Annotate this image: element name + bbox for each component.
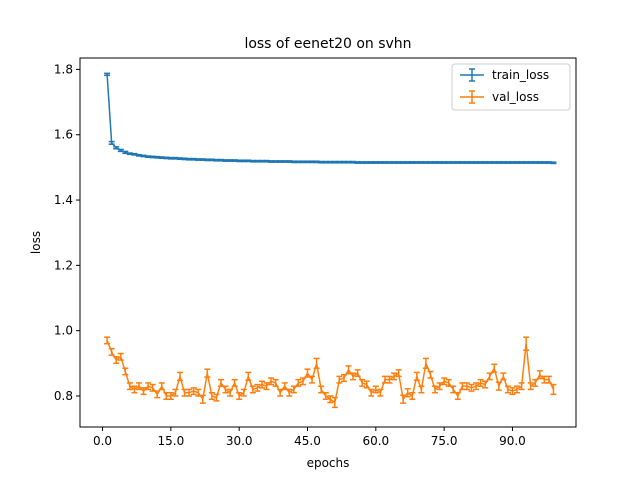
y-tick-label: 1.4 — [54, 193, 73, 207]
axes — [79, 57, 577, 428]
legend-label-val-loss: val_loss — [492, 90, 539, 104]
legend-label-train-loss: train_loss — [492, 68, 549, 82]
y-tick-label: 1.8 — [54, 62, 73, 76]
legend-entry-val-loss: val_loss — [460, 90, 539, 104]
y-tick-label: 1.6 — [54, 128, 73, 142]
x-tick-label: 90.0 — [499, 434, 526, 448]
series-line-val-loss — [106, 340, 555, 404]
x-tick-label: 0.0 — [93, 434, 112, 448]
series-train-loss — [104, 72, 557, 165]
x-tick-label: 60.0 — [362, 434, 389, 448]
axes-frame — [79, 57, 577, 428]
x-axis-label: epochs — [307, 456, 350, 470]
y-axis-label: loss — [29, 231, 43, 254]
legend-entry-train-loss: train_loss — [460, 68, 549, 82]
series-val-loss — [104, 336, 557, 409]
series-line-train-loss — [106, 74, 554, 164]
y-tick-label: 1.2 — [54, 258, 73, 272]
x-ticks: 0.0 15.0 30.0 45.0 60.0 75.0 90.0 — [93, 427, 526, 448]
chart-title: loss of eenet20 on svhn — [244, 36, 411, 52]
plot-area — [104, 72, 557, 409]
y-tick-label: 1.0 — [54, 324, 73, 338]
x-tick-label: 45.0 — [294, 434, 321, 448]
x-tick-label: 15.0 — [158, 434, 185, 448]
x-tick-label: 30.0 — [226, 434, 253, 448]
y-ticks: 0.8 1.0 1.2 1.4 1.6 1.8 — [54, 62, 80, 403]
legend: train_loss val_loss — [451, 63, 571, 111]
x-tick-label: 75.0 — [431, 434, 458, 448]
y-tick-label: 0.8 — [54, 389, 73, 403]
